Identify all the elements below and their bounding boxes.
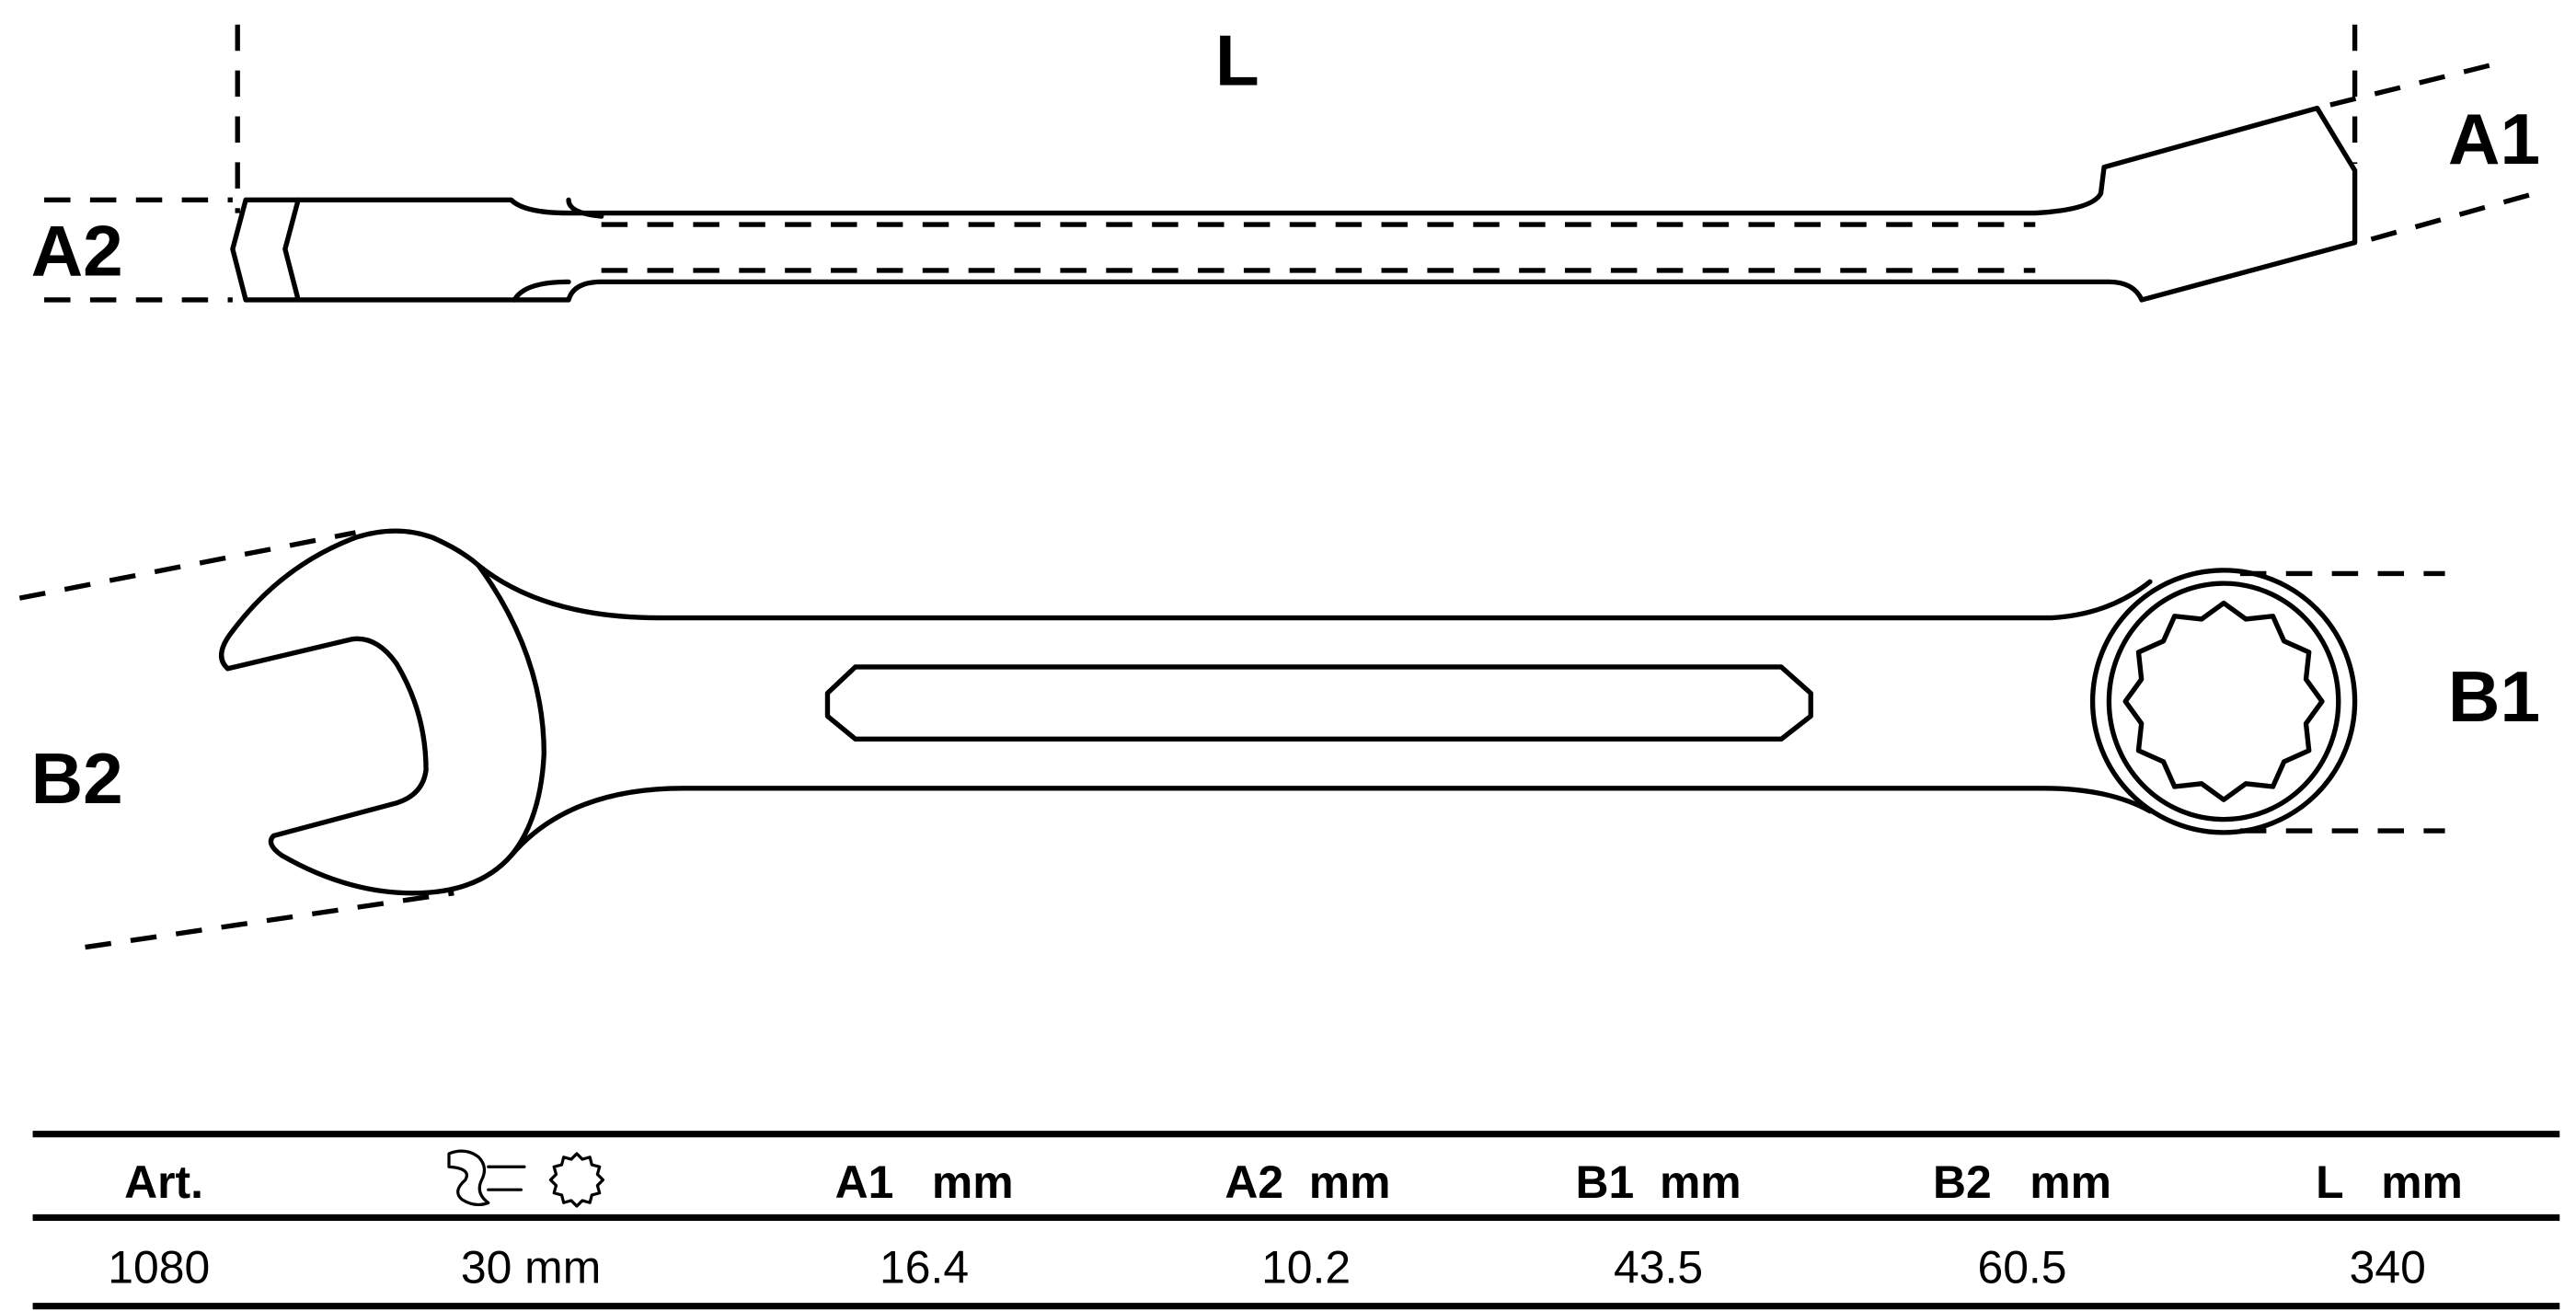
label-B2: B2 <box>31 738 123 819</box>
twelve-point-ring-icon <box>548 1152 605 1208</box>
dimension-lines-bottom <box>18 530 2445 950</box>
cell-size: 30 mm <box>461 1242 601 1294</box>
cell-b1: 43.5 <box>1614 1242 1703 1294</box>
wrench-top-view <box>219 528 2358 896</box>
header-art: Art. <box>124 1156 203 1208</box>
spec-table: Art. A1 mm A2 mm B1 mm B2 mm L mm 1080 3… <box>32 1131 2560 1310</box>
cell-a1: 16.4 <box>880 1242 969 1294</box>
cell-b2: 60.5 <box>1977 1242 2066 1294</box>
header-a1: A1 mm <box>835 1156 1014 1208</box>
dimension-lines-top <box>44 24 2536 303</box>
label-B1: B1 <box>2448 656 2540 737</box>
header-a2: A2 mm <box>1225 1156 1390 1208</box>
header-l: L mm <box>2316 1156 2463 1208</box>
header-b2: B2 mm <box>1933 1156 2111 1208</box>
label-L: L <box>1215 20 1259 101</box>
wrench-side-view <box>230 105 2358 303</box>
cell-l: 340 <box>2350 1242 2426 1294</box>
label-A2: A2 <box>31 210 123 291</box>
cell-art: 1080 <box>108 1242 210 1294</box>
label-A1: A1 <box>2448 98 2540 179</box>
cell-a2: 10.2 <box>1261 1242 1351 1294</box>
open-end-wrench-icon <box>447 1149 526 1207</box>
header-b1: B1 mm <box>1576 1156 1742 1208</box>
